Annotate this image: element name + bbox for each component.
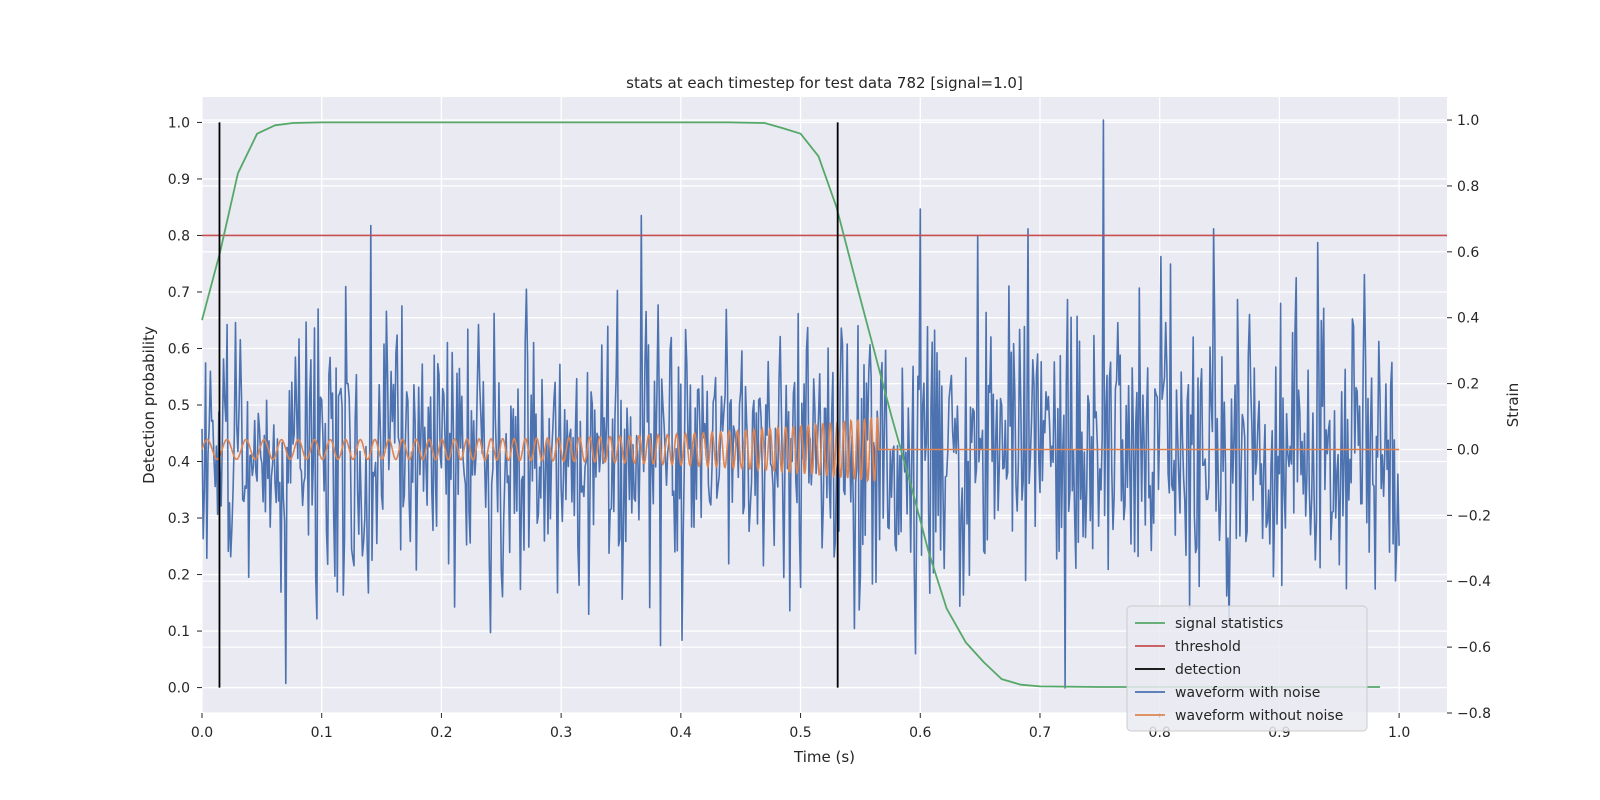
y-tick-label-left: 0.1 [168,624,190,640]
y-tick-label-right: 1.0 [1457,113,1479,129]
x-axis-label: Time (s) [793,748,855,766]
legend: signal statistics threshold detection wavef… [1126,605,1368,732]
series-layer [201,119,1447,689]
y-tick-label-left: 0.8 [168,228,190,244]
x-tick-label: 1.0 [1388,725,1410,741]
y-tick-label-left: 0.0 [168,681,190,697]
x-tick-label: 0.3 [550,725,572,741]
y-tick-label-right: −0.8 [1457,706,1491,722]
y-tick-label-right: 0.4 [1457,311,1479,327]
x-tick-label: 0.6 [909,725,931,741]
y-tick-label-left: 0.6 [168,341,190,357]
y-tick-label-left: 0.5 [168,398,190,414]
y-tick-label-right: 0.8 [1457,179,1479,195]
x-tick-label: 0.1 [311,725,333,741]
chart-title: stats at each timestep for test data 782… [626,74,1023,92]
x-tick-label: 0.4 [670,725,692,741]
y-axis-label-right: Strain [1504,383,1522,427]
legend-box [1126,605,1368,732]
legend-label: signal statistics [1175,616,1283,632]
y-tick-label-right: 0.6 [1457,245,1479,261]
series-waveform-without-noise [201,416,1400,483]
x-tick-label: 0.5 [789,725,811,741]
y-tick-label-left: 0.9 [168,172,190,188]
y-tick-label-left: 0.4 [168,455,190,471]
y-axis-label-left: Detection probability [140,326,158,484]
y-tick-label-left: 1.0 [168,115,190,131]
y-tick-label-left: 0.7 [168,285,190,301]
legend-label: waveform with noise [1175,685,1320,701]
y-tick-label-right: −0.4 [1457,574,1491,590]
y-tick-label-left: 0.3 [168,511,190,527]
legend-label: detection [1175,662,1241,678]
x-tick-label: 0.0 [191,725,213,741]
x-tick-label: 0.7 [1029,725,1051,741]
series-waveform-with-noise [201,119,1400,689]
series-signal-statistics [201,121,1380,688]
y-tick-label-right: −0.6 [1457,640,1491,656]
y-tick-label-right: 0.2 [1457,377,1479,393]
axes: 0.0 0.1 0.2 0.3 0.4 0.5 0.6 0.7 0.8 0.9 1.0 0.0 0.1 0… [168,113,1491,741]
y-tick-label-left: 0.2 [168,568,190,584]
y-tick-label-right: 0.0 [1457,442,1479,458]
y-tick-label-right: −0.2 [1457,508,1491,524]
x-tick-label: 0.2 [430,725,452,741]
legend-label: threshold [1175,639,1241,655]
legend-label: waveform without noise [1175,708,1343,724]
